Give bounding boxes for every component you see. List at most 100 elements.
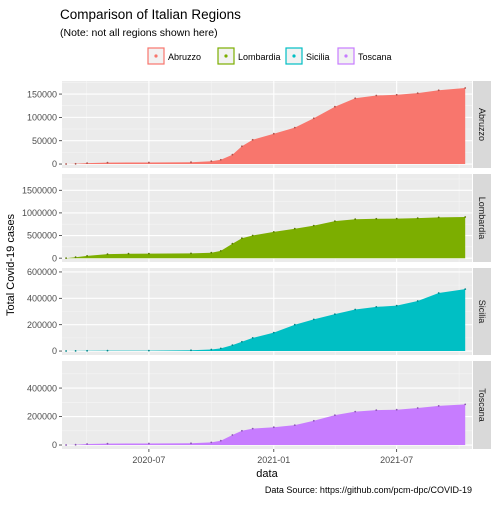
data-point-sicilia: [241, 340, 243, 343]
panel-abruzzo: 0 50000 100000 150000 Abruzzo: [27, 81, 491, 169]
data-point-abruzzo: [65, 163, 67, 165]
data-point-toscana: [86, 443, 88, 445]
panel-toscana: 0 200000 400000 Toscana: [27, 361, 491, 450]
data-point-sicilia: [65, 350, 67, 352]
data-point-abruzzo: [272, 132, 275, 135]
data-point-toscana: [241, 429, 243, 432]
legend-label-lombardia: Lombardia: [238, 52, 281, 62]
data-point-toscana: [375, 409, 378, 411]
data-point-abruzzo: [74, 162, 77, 165]
chart-title: Comparison of Italian Regions: [60, 7, 241, 22]
data-point-toscana: [148, 442, 150, 445]
y-tick-label: 400000: [27, 383, 57, 393]
data-point-sicilia: [293, 323, 296, 326]
data-point-abruzzo: [148, 161, 150, 164]
data-point-toscana: [334, 414, 336, 416]
y-tick-label: 100000: [27, 113, 57, 123]
data-point-sicilia: [334, 313, 336, 315]
strip-label-toscana: Toscana: [477, 388, 487, 422]
data-point-abruzzo: [395, 93, 398, 96]
strip-background: [473, 81, 491, 168]
area-abruzzo: [66, 88, 466, 164]
data-point-abruzzo: [464, 87, 467, 89]
strip-background: [473, 361, 491, 449]
data-point-abruzzo: [210, 160, 213, 163]
strip-label-lombardia: Lombardia: [477, 197, 487, 240]
data-point-lombardia: [86, 255, 88, 257]
data-point-lombardia: [241, 237, 243, 240]
data-point-lombardia: [312, 224, 315, 227]
data-point-toscana: [74, 443, 77, 446]
y-tick-label: 1500000: [22, 185, 57, 195]
legend-label-sicilia: Sicilia: [306, 52, 330, 62]
data-point-abruzzo: [231, 153, 234, 156]
data-point-abruzzo: [106, 161, 109, 164]
data-point-toscana: [416, 407, 419, 409]
data-point-abruzzo: [251, 138, 254, 141]
data-point-lombardia: [293, 227, 296, 230]
y-axis-title: Total Covid-19 cases: [5, 213, 17, 316]
data-point-lombardia: [190, 252, 192, 255]
y-tick-label: 0: [52, 159, 57, 169]
data-point-lombardia: [375, 217, 378, 220]
data-point-lombardia: [416, 217, 419, 220]
x-tick-label: 2020-07: [132, 455, 165, 465]
chart-caption: Data Source: https://github.com/pcm-dpc/…: [265, 485, 472, 495]
data-point-toscana: [293, 424, 296, 426]
y-tick-label: 50000: [32, 136, 57, 146]
data-point-sicilia: [106, 349, 109, 352]
data-point-lombardia: [219, 250, 222, 252]
data-point-lombardia: [437, 216, 440, 219]
legend-label-abruzzo: Abruzzo: [168, 52, 201, 62]
data-point-abruzzo: [86, 162, 88, 165]
data-point-sicilia: [74, 350, 77, 352]
y-tick-label: 400000: [27, 294, 57, 304]
data-point-abruzzo: [293, 126, 296, 129]
data-point-lombardia: [272, 231, 275, 233]
data-point-toscana: [190, 442, 192, 445]
y-tick-label: 1000000: [22, 208, 57, 218]
legend-label-toscana: Toscana: [358, 52, 392, 62]
data-point-lombardia: [106, 253, 109, 256]
strip-label-sicilia: Sicilia: [477, 300, 487, 324]
data-point-lombardia: [334, 220, 336, 223]
data-point-toscana: [464, 403, 467, 406]
area-toscana: [66, 404, 466, 445]
area-sicilia: [66, 289, 466, 351]
data-point-lombardia: [464, 216, 467, 218]
x-axis-title: data: [256, 468, 278, 480]
data-point-lombardia: [251, 234, 254, 237]
data-point-sicilia: [219, 347, 222, 350]
y-tick-label: 200000: [27, 412, 57, 422]
chart-subtitle: (Note: not all regions shown here): [60, 27, 218, 39]
data-point-sicilia: [312, 318, 315, 321]
data-point-abruzzo: [219, 158, 222, 161]
data-point-abruzzo: [354, 97, 357, 100]
data-point-lombardia: [395, 217, 398, 220]
y-tick-label: 600000: [27, 267, 57, 277]
data-point-sicilia: [395, 304, 398, 307]
x-tick-label: 2021-01: [257, 455, 290, 465]
data-point-abruzzo: [437, 89, 440, 92]
data-point-toscana: [210, 441, 213, 444]
data-point-toscana: [437, 405, 440, 407]
panel-sicilia: 0 200000 400000 600000 Sicilia: [27, 267, 491, 356]
data-point-sicilia: [86, 349, 88, 352]
data-point-toscana: [395, 408, 398, 411]
panel-lombardia: 0 500000 1000000 1500000 Lombardia: [22, 174, 491, 263]
data-point-lombardia: [210, 251, 213, 254]
strip-background: [473, 268, 491, 355]
data-point-toscana: [231, 434, 234, 436]
data-point-lombardia: [148, 252, 150, 255]
data-point-lombardia: [354, 218, 357, 221]
legend-dot-sicilia: [292, 54, 296, 58]
legend-dot-toscana: [344, 54, 348, 58]
data-point-sicilia: [416, 300, 419, 302]
data-point-sicilia: [354, 308, 357, 311]
data-point-toscana: [312, 419, 315, 422]
strip-background: [473, 174, 491, 262]
data-point-sicilia: [272, 331, 275, 334]
data-point-toscana: [272, 426, 275, 429]
